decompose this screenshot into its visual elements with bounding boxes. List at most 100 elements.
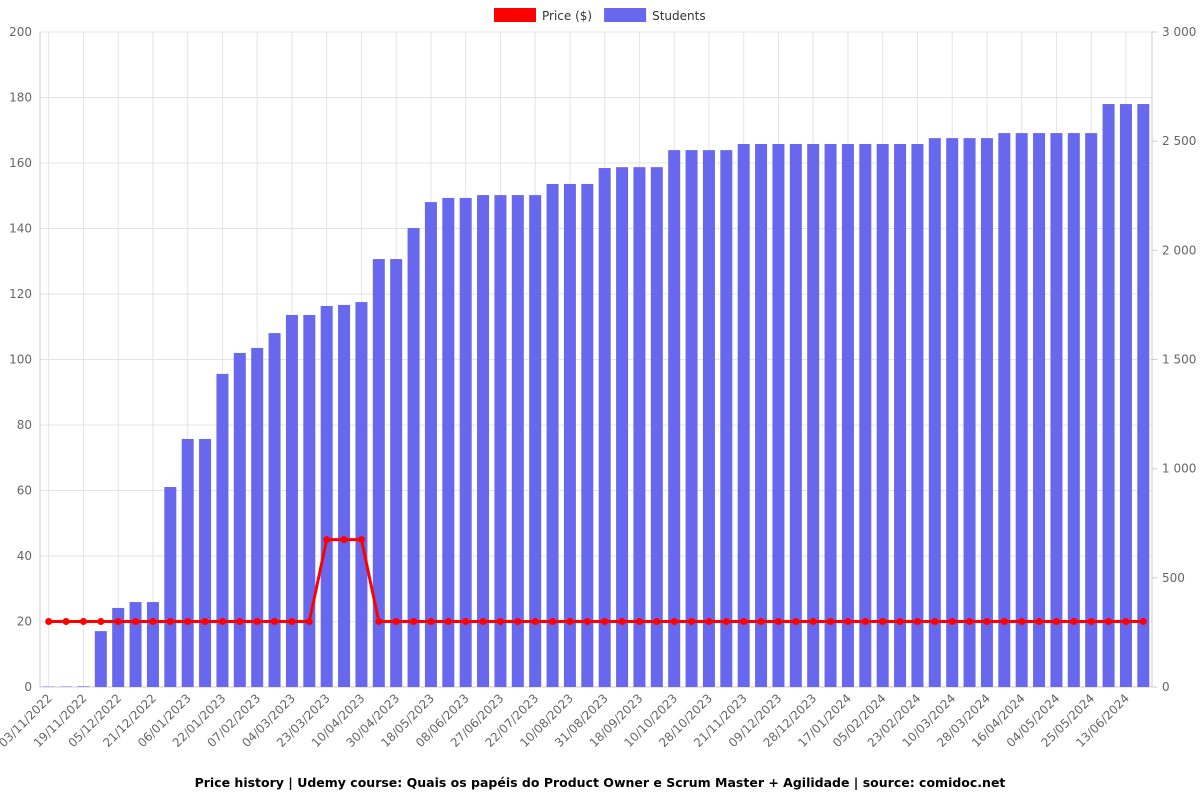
bar: [407, 228, 420, 687]
bar: [424, 202, 437, 687]
price-point: [288, 618, 296, 625]
bar: [320, 306, 333, 687]
bar: [650, 167, 663, 688]
price-point: [410, 618, 418, 625]
price-point: [601, 618, 609, 625]
bar: [216, 373, 229, 687]
bar: [807, 144, 820, 687]
bar: [511, 195, 524, 687]
bar: [998, 133, 1011, 688]
bar: [129, 602, 142, 687]
price-point: [948, 618, 956, 625]
y-tick-label: 200: [9, 25, 32, 39]
bar: [1137, 104, 1150, 688]
bar: [911, 144, 924, 687]
bar: [581, 183, 594, 687]
price-point: [305, 618, 313, 625]
bar: [1085, 133, 1098, 688]
price-point: [271, 618, 279, 625]
price-point: [879, 618, 887, 625]
y-tick-label: 120: [9, 287, 32, 301]
price-point: [861, 618, 869, 625]
price-point: [253, 618, 261, 625]
price-point: [1122, 618, 1130, 625]
bar: [303, 314, 316, 687]
price-point: [323, 536, 331, 544]
bar: [789, 144, 802, 687]
price-point: [1087, 618, 1095, 625]
price-point: [79, 618, 87, 625]
bar: [390, 259, 403, 687]
bar: [199, 438, 212, 687]
price-point: [740, 618, 748, 625]
bar: [94, 631, 107, 687]
price-point: [618, 618, 626, 625]
y-tick-label: 100: [9, 353, 32, 367]
y-tick-label: 80: [17, 418, 32, 432]
y-tick-label: 160: [9, 156, 32, 170]
price-point: [184, 618, 192, 625]
bar: [372, 259, 385, 687]
bar: [980, 138, 993, 688]
y2-tick-label: 500: [1162, 571, 1185, 585]
bar: [563, 183, 576, 687]
y2-tick-label: 2 000: [1162, 243, 1196, 257]
price-point: [392, 618, 400, 625]
bar: [702, 150, 715, 687]
y-tick-label: 0: [24, 680, 32, 694]
bar: [824, 144, 837, 687]
bar: [859, 144, 872, 687]
price-point: [132, 618, 140, 625]
bar: [442, 197, 455, 687]
price-point: [896, 618, 904, 625]
price-point: [1105, 618, 1113, 625]
bar: [77, 686, 90, 687]
price-point: [496, 618, 504, 625]
bar: [616, 167, 629, 688]
price-point: [792, 618, 800, 625]
price-point: [236, 618, 244, 625]
price-point: [375, 618, 383, 625]
price-point: [357, 536, 365, 544]
price-point: [635, 618, 643, 625]
bar: [1102, 104, 1115, 688]
price-point: [827, 618, 835, 625]
legend-label: Price ($): [542, 9, 592, 23]
legend-label: Students: [652, 9, 706, 23]
price-point: [149, 618, 157, 625]
price-point: [218, 618, 226, 625]
bar: [720, 150, 733, 687]
bar: [633, 167, 646, 688]
bar: [963, 138, 976, 688]
bar: [737, 144, 750, 687]
bar: [233, 352, 246, 687]
price-point: [913, 618, 921, 625]
price-point: [114, 618, 122, 625]
bar: [459, 197, 472, 687]
y2-tick-label: 0: [1162, 680, 1170, 694]
bar: [477, 195, 490, 687]
price-point: [1035, 618, 1043, 625]
price-point: [479, 618, 487, 625]
chart-title: Price history | Udemy course: Quais os p…: [195, 775, 1006, 790]
price-point: [1139, 618, 1147, 625]
bar: [772, 144, 785, 687]
bar: [928, 138, 941, 688]
y-tick-label: 20: [17, 615, 32, 629]
bar: [494, 195, 507, 687]
price-point: [653, 618, 661, 625]
price-point: [966, 618, 974, 625]
bar: [668, 150, 681, 687]
legend-swatch: [494, 8, 536, 22]
bar: [164, 487, 177, 687]
bar: [685, 150, 698, 687]
y-tick-label: 140: [9, 222, 32, 236]
bar: [146, 602, 159, 687]
price-point: [705, 618, 713, 625]
price-point: [1052, 618, 1060, 625]
bar: [251, 347, 264, 687]
price-point: [583, 618, 591, 625]
price-point: [1000, 618, 1008, 625]
price-point: [549, 618, 557, 625]
